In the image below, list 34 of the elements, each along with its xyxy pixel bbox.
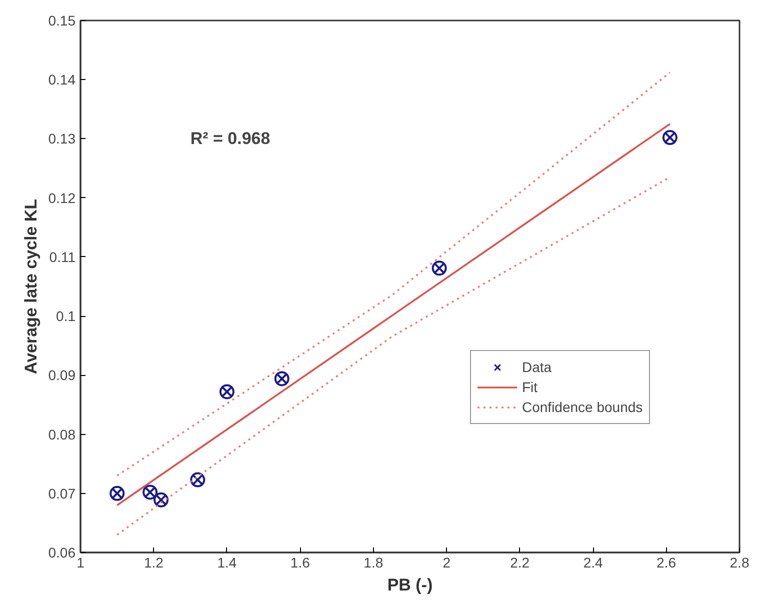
- annotation: R² = 0.968: [190, 129, 270, 148]
- legend-label: Data: [522, 359, 552, 375]
- y-tick-label: 0.12: [48, 190, 76, 206]
- y-tick-label: 0.15: [48, 12, 76, 28]
- y-tick-label: 0.07: [48, 485, 76, 502]
- x-tick-label: 1.4: [217, 554, 237, 570]
- y-tick-label: 0.1: [56, 308, 76, 324]
- y-tick-label: 0.14: [48, 72, 76, 88]
- point: [219, 384, 234, 400]
- y-tick-label: 0.09: [48, 367, 76, 384]
- y-tick-label: 0.13: [48, 130, 76, 147]
- legend-label: Confidence bounds: [522, 399, 643, 415]
- x-tick-label: 2.6: [656, 554, 676, 570]
- x-tick-label: 2: [442, 554, 451, 570]
- point: [110, 486, 125, 501]
- y-tick-label: 0.11: [49, 248, 76, 265]
- x-axis-title: PB (-): [387, 576, 433, 594]
- y-tick-label: 0.06: [48, 544, 76, 560]
- y-tick-label: 0.08: [48, 426, 76, 442]
- point: [154, 492, 169, 508]
- x-tick-label: 1.6: [290, 554, 310, 570]
- x-tick-label: 1.8: [364, 554, 384, 570]
- legend-label: Fit: [522, 379, 539, 395]
- x-tick-label: 2.2: [510, 554, 530, 570]
- y-axis-title: Average late cycle KL: [21, 198, 40, 374]
- x-tick-label: 1: [76, 554, 85, 570]
- point: [432, 260, 447, 276]
- x-tick-label: 2.8: [730, 554, 750, 570]
- point: [274, 371, 290, 386]
- x-tick-label: 2.4: [583, 554, 603, 570]
- point: [190, 472, 206, 488]
- x-tick-label: 1.2: [144, 554, 164, 570]
- point: [142, 484, 158, 500]
- point: [662, 130, 678, 146]
